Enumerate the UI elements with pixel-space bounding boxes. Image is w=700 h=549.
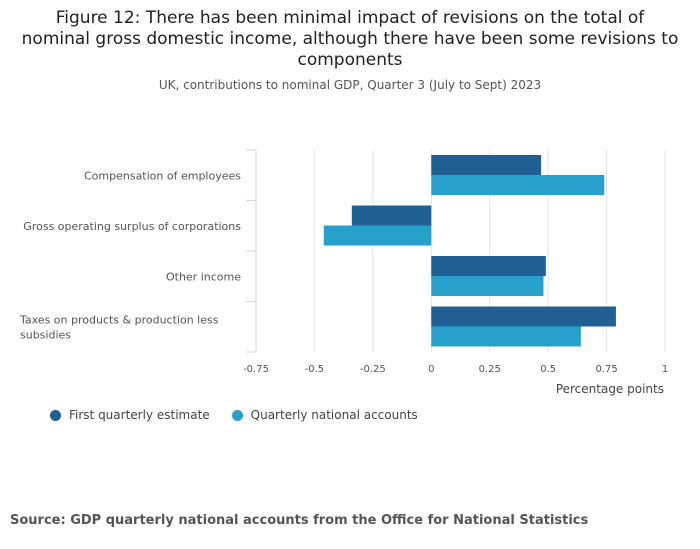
x-tick-label: 0.75 [595,364,617,375]
x-tick-label: -0.25 [360,364,386,375]
bar [431,155,542,175]
x-tick-label: -0.5 [305,364,325,375]
category-label: Other income [166,270,241,283]
chart-subtitle: UK, contributions to nominal GDP, Quarte… [158,78,542,92]
x-tick-label: -0.75 [243,364,269,375]
legend-swatch [231,409,243,421]
category-label: Gross operating surplus of corporations [23,220,241,233]
category-labels: Compensation of employees Gross operating… [19,169,241,341]
legend-label: First quarterly estimate [69,408,210,422]
x-tick-label: 1 [662,364,668,375]
bar [431,175,605,195]
bar [351,205,432,226]
bar [431,306,616,327]
legend-label: Quarterly national accounts [250,408,418,422]
legend-swatch [50,409,61,421]
chart-title: Figure 12: There has been minimal impact… [21,8,679,70]
bar [431,326,581,347]
bar [431,256,546,276]
x-tick-label: 0.25 [479,364,501,375]
bar [323,225,432,246]
source-note: Source: GDP quarterly national accounts … [10,513,589,528]
x-axis-ticks: -0.75 -0.5 -0.25 0 0.25 0.5 0.75 1 [243,364,668,375]
y-axis [246,149,257,353]
category-label: Compensation of employees [84,169,241,182]
x-tick-label: 0.5 [540,364,556,375]
bars [323,155,616,347]
legend: First quarterly estimate Quarterly natio… [50,408,440,422]
x-tick-label: 0 [428,364,434,375]
legend-item-first-quarterly-estimate: First quarterly estimate [50,408,210,422]
category-label: Taxes on products & production less subsi… [19,313,219,341]
x-axis-title: Percentage points [556,382,664,396]
legend-item-quarterly-national-accounts: Quarterly national accounts [231,408,418,422]
bar [431,276,544,296]
